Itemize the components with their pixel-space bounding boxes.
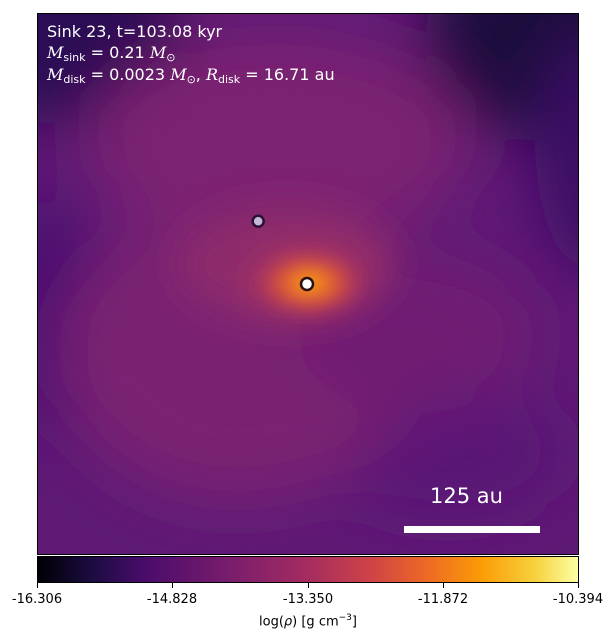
colorbar-tick — [308, 583, 309, 588]
sink-primary-marker — [299, 276, 315, 292]
colorbar-tick — [578, 583, 579, 588]
density-map: Sink 23, t=103.08 kyr Msink = 0.21 M⊙ Md… — [37, 13, 579, 555]
colorbar-label: log(ρ) [g cm−3] — [259, 613, 357, 630]
colorbar-tick-label: -10.394 — [552, 592, 604, 607]
colorbar-tick-label: -14.828 — [146, 592, 198, 607]
colorbar-tick-label: -16.306 — [11, 592, 63, 607]
colorbar — [37, 556, 579, 583]
colorbar-tick-label: -11.872 — [417, 592, 469, 607]
colorbar-tick-label: -13.350 — [282, 592, 334, 607]
sink-title: Sink 23, t=103.08 kyr — [47, 22, 223, 41]
colorbar-tick — [37, 583, 38, 588]
colorbar-tick — [172, 583, 173, 588]
sink-mass-label: Msink = 0.21 M⊙ — [47, 43, 176, 64]
scale-bar-label: 125 au — [430, 484, 503, 508]
scale-bar — [404, 526, 540, 533]
sink-secondary-marker — [251, 214, 265, 228]
colorbar-tick — [443, 583, 444, 588]
disk-properties-label: Mdisk = 0.0023 M⊙, Rdisk = 16.71 au — [47, 65, 335, 86]
density-image — [38, 14, 578, 554]
